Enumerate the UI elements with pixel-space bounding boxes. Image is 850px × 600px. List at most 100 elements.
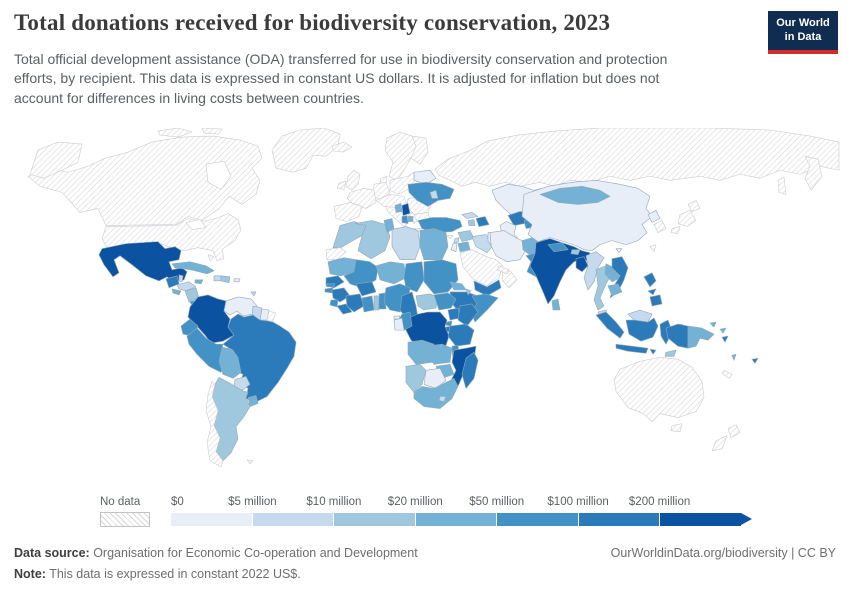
country-north-korea[interactable] <box>647 210 661 223</box>
legend-band-5[interactable] <box>497 513 579 526</box>
country-puerto-rico[interactable] <box>233 278 241 283</box>
country-solomon-islands[interactable] <box>721 335 729 343</box>
country-new-caledonia[interactable] <box>721 370 733 379</box>
country-fiji[interactable] <box>751 357 759 364</box>
country-algeria[interactable] <box>354 220 391 260</box>
country-bangladesh[interactable] <box>575 256 589 273</box>
country-honduras[interactable] <box>176 281 197 292</box>
country-new-zealand[interactable] <box>727 424 741 439</box>
country-gabon[interactable] <box>393 317 405 331</box>
country-south-sudan[interactable] <box>433 292 457 311</box>
country-russia[interactable] <box>777 176 787 195</box>
country-uruguay[interactable] <box>247 395 259 407</box>
country-zambia[interactable] <box>425 343 453 365</box>
country-australia[interactable] <box>670 423 683 432</box>
legend-band-1[interactable] <box>171 513 253 526</box>
country-papua-new-guinea[interactable] <box>687 325 715 349</box>
country-iran[interactable] <box>487 232 492 246</box>
country-indonesia[interactable] <box>625 317 659 342</box>
country-indonesia[interactable] <box>615 343 649 354</box>
country-lebanon[interactable] <box>453 237 460 243</box>
country-argentina[interactable] <box>211 377 251 462</box>
country-serbia[interactable] <box>401 203 411 216</box>
country-chile[interactable] <box>205 381 224 468</box>
country-ghana[interactable] <box>361 295 375 313</box>
no-data-swatch[interactable] <box>100 512 150 527</box>
country-guatemala[interactable] <box>165 275 180 289</box>
country-new-zealand[interactable] <box>711 435 728 452</box>
country-haiti[interactable] <box>213 275 222 282</box>
country-venezuela[interactable] <box>223 296 258 317</box>
country-ireland[interactable] <box>336 180 347 190</box>
country-france[interactable] <box>346 188 377 209</box>
country-georgia[interactable] <box>461 212 479 219</box>
country-falkland-islands[interactable] <box>246 459 254 465</box>
country-japan[interactable] <box>670 226 681 234</box>
country-armenia[interactable] <box>467 219 476 226</box>
country-united-states[interactable] <box>29 141 83 179</box>
country-namibia[interactable] <box>405 364 427 393</box>
country-philippines[interactable] <box>643 272 657 288</box>
legend-band-7[interactable] <box>660 513 742 526</box>
country-rwanda[interactable] <box>445 320 453 327</box>
country-sudan[interactable] <box>423 259 459 295</box>
country-somalia[interactable] <box>470 293 499 323</box>
country-equatorial-guinea[interactable] <box>393 315 401 320</box>
country-australia[interactable] <box>613 356 705 422</box>
legend-band-3[interactable] <box>334 513 416 526</box>
country-israel[interactable] <box>450 243 458 252</box>
legend-band-2[interactable] <box>252 513 335 526</box>
country-azerbaijan[interactable] <box>475 216 490 227</box>
country-jamaica[interactable] <box>194 279 204 285</box>
country-libya[interactable] <box>391 226 421 261</box>
country-kenya[interactable] <box>457 303 479 327</box>
country-japan[interactable] <box>687 200 701 212</box>
country-cuba[interactable] <box>171 261 215 275</box>
country-western-sahara[interactable] <box>325 247 347 261</box>
legend-band-4[interactable] <box>415 513 498 526</box>
country-bahamas[interactable] <box>207 254 215 262</box>
country-botswana[interactable] <box>423 368 447 389</box>
country-canada[interactable] <box>157 128 193 138</box>
country-iceland[interactable] <box>331 141 353 153</box>
country-papua-new-guinea[interactable] <box>709 321 717 328</box>
country-philippines[interactable] <box>649 294 663 307</box>
country-malaysia[interactable] <box>627 309 653 323</box>
country-dominican-republic[interactable] <box>220 275 231 284</box>
country-united-kingdom[interactable] <box>345 169 361 191</box>
country-mexico[interactable] <box>98 241 188 283</box>
country-tanzania[interactable] <box>447 323 475 347</box>
country-south-africa[interactable] <box>413 378 459 409</box>
country-south-korea[interactable] <box>653 220 667 233</box>
country-syria[interactable] <box>457 230 475 242</box>
country-chad[interactable] <box>403 261 425 293</box>
country-bhutan[interactable] <box>570 249 581 256</box>
country-albania[interactable] <box>401 215 409 224</box>
country-india[interactable] <box>529 238 591 305</box>
country-jordan[interactable] <box>457 241 471 252</box>
country-egypt[interactable] <box>419 228 449 261</box>
country-lesotho[interactable] <box>438 396 447 402</box>
country-north-macedonia[interactable] <box>407 216 414 222</box>
country-greenland[interactable] <box>271 128 341 173</box>
country-philippines[interactable] <box>647 288 657 296</box>
country-sierra-leone[interactable] <box>329 299 339 308</box>
owid-logo[interactable]: Our World in Data <box>768 11 838 54</box>
country-cote-d-ivoire[interactable] <box>345 293 365 313</box>
country-cambodia[interactable] <box>607 283 623 297</box>
country-djibouti[interactable] <box>465 288 472 296</box>
country-belarus[interactable] <box>413 169 437 185</box>
country-nepal[interactable] <box>547 242 569 252</box>
country-eritrea[interactable] <box>449 281 467 291</box>
country-benin[interactable] <box>378 292 387 310</box>
country-cyprus[interactable] <box>446 235 454 239</box>
country-vanuatu[interactable] <box>731 353 737 361</box>
country-moldova[interactable] <box>429 190 439 199</box>
country-bolivia[interactable] <box>218 346 242 379</box>
country-el-salvador[interactable] <box>171 288 182 296</box>
country-saudi-arabia[interactable] <box>459 249 504 287</box>
country-taiwan[interactable] <box>649 244 657 252</box>
country-yemen[interactable] <box>473 279 502 297</box>
owid-link[interactable]: OurWorldinData.org/biodiversity | CC BY <box>610 546 836 560</box>
country-guinea[interactable] <box>331 287 351 303</box>
